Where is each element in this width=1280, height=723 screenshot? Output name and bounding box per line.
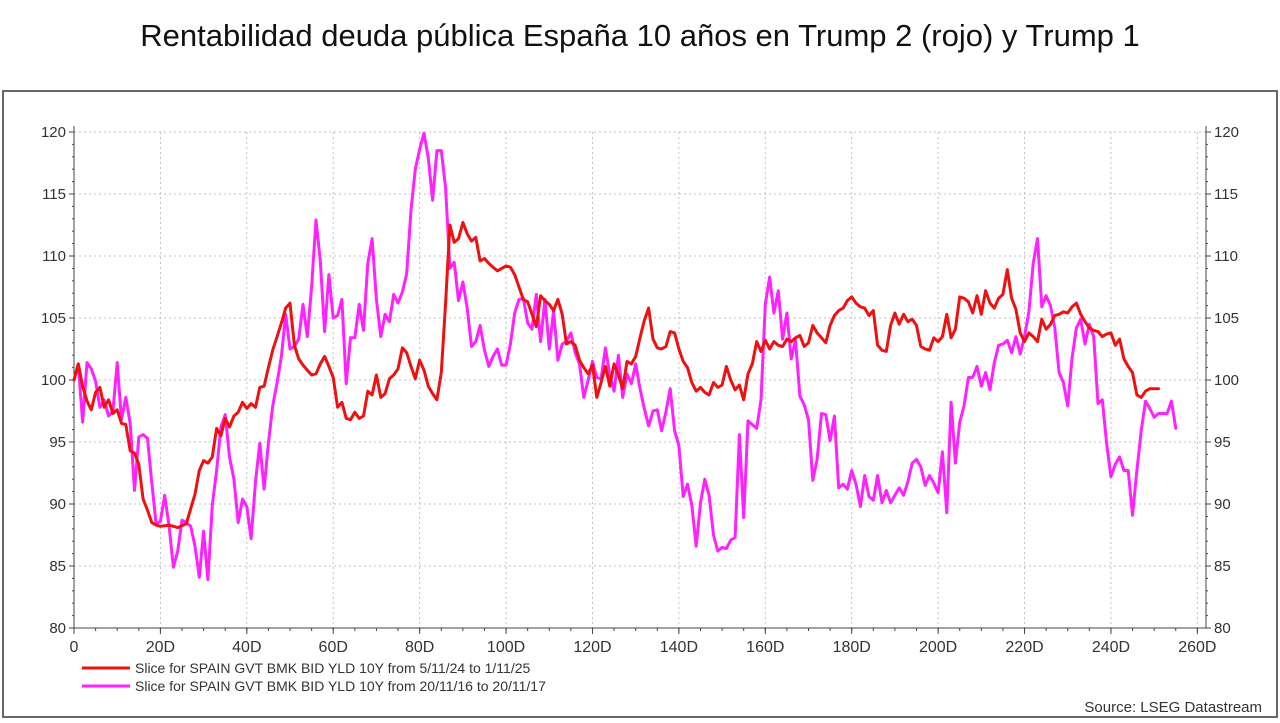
x-tick-label: 260D	[1178, 639, 1216, 656]
y-tick-label-left: 80	[49, 620, 66, 637]
x-tick-label: 140D	[660, 639, 698, 656]
y-tick-label-left: 105	[41, 310, 66, 327]
y-tick-label-left: 90	[49, 496, 66, 513]
y-tick-label-right: 105	[1214, 310, 1239, 327]
y-tick-label-left: 100	[41, 372, 66, 389]
y-tick-label-right: 95	[1214, 434, 1231, 451]
x-tick-label: 0	[70, 639, 79, 656]
y-tick-label-left: 95	[49, 434, 66, 451]
y-tick-label-right: 120	[1214, 124, 1239, 141]
chart-title: Rentabilidad deuda pública España 10 año…	[140, 18, 1140, 53]
legend-label-trump2: Slice for SPAIN GVT BMK BID YLD 10Y from…	[135, 660, 531, 676]
x-tick-label: 240D	[1092, 639, 1130, 656]
x-tick-label: 200D	[919, 639, 957, 656]
x-tick-label: 220D	[1005, 639, 1043, 656]
y-tick-label-right: 115	[1214, 186, 1238, 203]
x-tick-label: 40D	[232, 639, 261, 656]
y-tick-label-left: 85	[49, 558, 66, 575]
x-tick-label: 120D	[573, 639, 611, 656]
x-tick-label: 60D	[319, 639, 348, 656]
x-tick-label: 100D	[487, 639, 525, 656]
series-line-trump1	[72, 131, 1178, 582]
x-tick-label: 160D	[746, 639, 784, 656]
y-tick-label-left: 110	[42, 248, 66, 265]
y-tick-label-left: 115	[42, 186, 66, 203]
y-tick-label-right: 90	[1214, 496, 1231, 513]
y-tick-label-right: 80	[1214, 620, 1231, 637]
y-tick-label-left: 120	[41, 124, 66, 141]
x-tick-label: 20D	[146, 639, 175, 656]
line-chart: 80 80 85 85 90 90 95 95 100 100 105 105 110 110 115 115…	[2, 90, 1278, 718]
legend-label-trump1: Slice for SPAIN GVT BMK BID YLD 10Y from…	[135, 678, 546, 694]
y-tick-label-right: 85	[1214, 558, 1231, 575]
x-tick-label: 180D	[833, 639, 871, 656]
chart-border	[2, 90, 1278, 718]
axes: 80 80 85 85 90 90 95 95 100 100 105 105 110 110 115 115…	[41, 124, 1239, 656]
series-layer	[72, 131, 1178, 582]
x-tick-label: 80D	[405, 639, 434, 656]
chart-frame: 80 80 85 85 90 90 95 95 100 100 105 105 110 110 115 115…	[2, 90, 1278, 718]
source-note: Source: LSEG Datastream	[1084, 699, 1262, 716]
y-tick-label-right: 100	[1214, 372, 1239, 389]
series-line-trump2	[72, 221, 1160, 530]
y-tick-label-right: 110	[1214, 248, 1238, 265]
legend: Slice for SPAIN GVT BMK BID YLD 10Y from…	[82, 660, 546, 694]
